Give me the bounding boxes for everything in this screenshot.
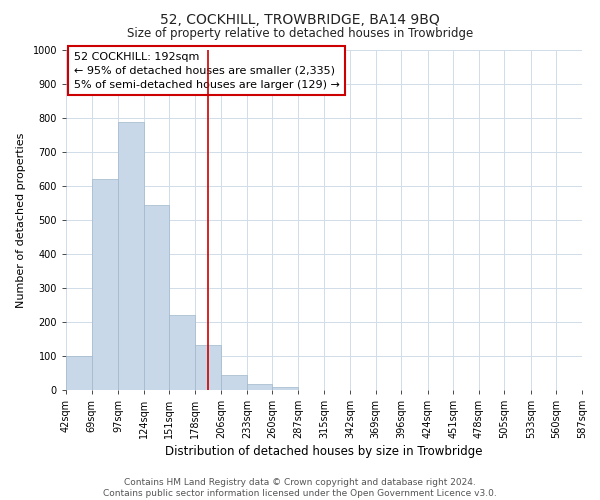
Bar [66, 356, 92, 390]
Bar [118, 122, 143, 390]
Bar [169, 315, 195, 390]
Bar [272, 386, 298, 390]
Text: Size of property relative to detached houses in Trowbridge: Size of property relative to detached ho… [127, 28, 473, 40]
Bar [143, 204, 169, 390]
Text: 52, COCKHILL, TROWBRIDGE, BA14 9BQ: 52, COCKHILL, TROWBRIDGE, BA14 9BQ [160, 12, 440, 26]
Bar [195, 345, 221, 390]
X-axis label: Distribution of detached houses by size in Trowbridge: Distribution of detached houses by size … [165, 446, 483, 458]
Bar [247, 384, 272, 390]
Text: 52 COCKHILL: 192sqm
← 95% of detached houses are smaller (2,335)
5% of semi-deta: 52 COCKHILL: 192sqm ← 95% of detached ho… [74, 52, 340, 90]
Bar [221, 375, 247, 390]
Bar [92, 178, 118, 390]
Y-axis label: Number of detached properties: Number of detached properties [16, 132, 26, 308]
Text: Contains HM Land Registry data © Crown copyright and database right 2024.
Contai: Contains HM Land Registry data © Crown c… [103, 478, 497, 498]
